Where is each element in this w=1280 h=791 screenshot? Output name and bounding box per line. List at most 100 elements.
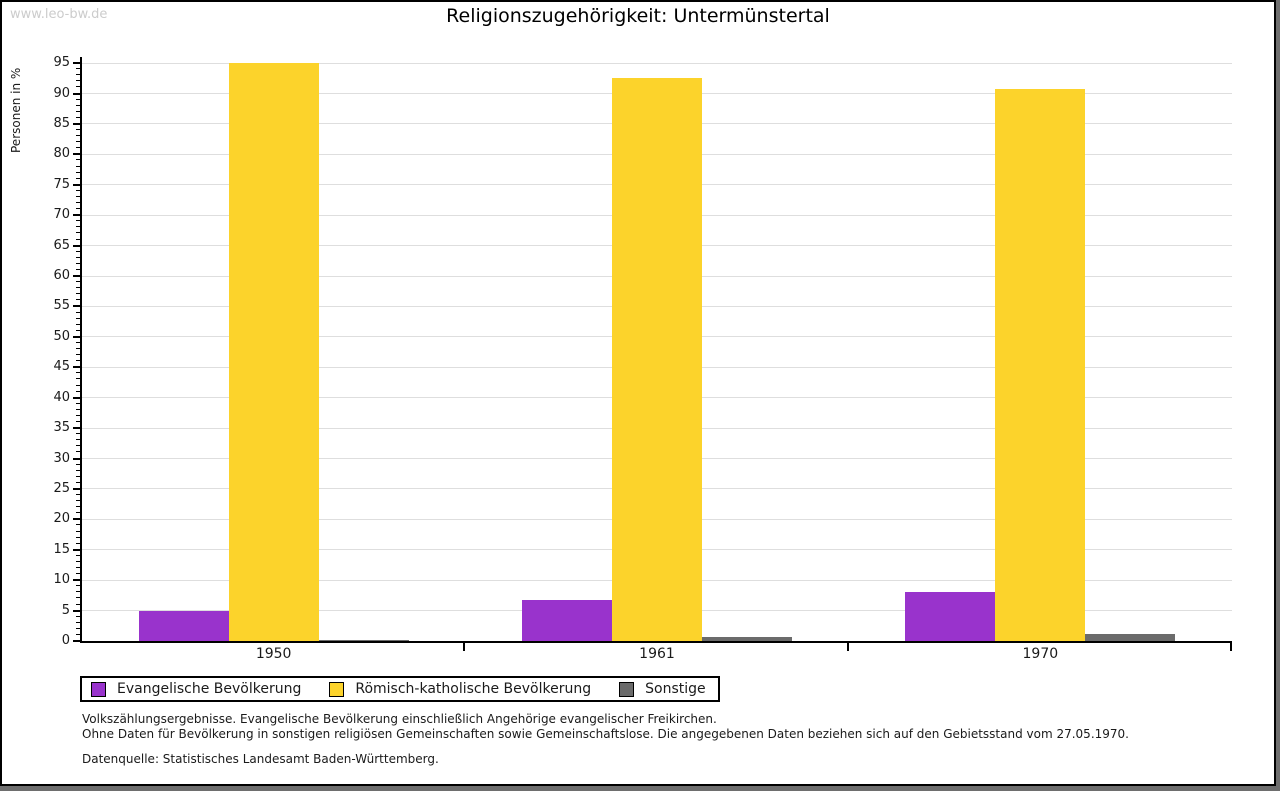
y-axis-minor-tick: [76, 439, 80, 441]
y-axis-minor-tick: [76, 591, 80, 593]
y-axis-tick-label: 0: [61, 633, 70, 648]
y-axis-minor-tick: [76, 250, 80, 252]
y-axis-tick-label: 15: [53, 541, 70, 557]
y-axis-minor-tick: [76, 165, 80, 167]
legend-item: Römisch-katholische Bevölkerung: [329, 681, 591, 697]
y-axis-minor-tick: [76, 341, 80, 343]
y-axis-tick: [73, 183, 80, 186]
y-axis-minor-tick: [76, 189, 80, 191]
footer-source: Datenquelle: Statistisches Landesamt Bad…: [82, 752, 439, 766]
y-axis-minor-tick: [76, 542, 80, 544]
plot-area: 0 5 10 15 20 25 30 35 40 45 50 55 60 65 70 75 80 85 90 95 19…: [53, 55, 1232, 662]
y-axis-minor-tick: [76, 238, 80, 240]
y-axis-tick: [73, 275, 80, 277]
footer-note-line: Volkszählungsergebnisse. Evangelische Be…: [82, 712, 717, 726]
y-axis-tick: [73, 122, 80, 125]
y-axis-tick-label: 55: [53, 298, 70, 314]
y-axis-minor-tick: [76, 208, 80, 210]
y-axis-tick-label: 90: [53, 85, 70, 101]
y-axis-tick-label: 5: [61, 602, 70, 618]
y-axis-minor-tick: [76, 287, 80, 289]
y-axis-minor-tick: [76, 110, 80, 112]
y-axis-tick: [73, 609, 80, 612]
x-axis-section-tick: [846, 643, 849, 651]
y-axis-tick-label: 40: [53, 389, 70, 405]
y-axis-minor-tick: [76, 445, 80, 447]
y-axis-minor-tick: [76, 141, 80, 143]
y-axis-tick: [73, 518, 80, 521]
y-axis-tick: [73, 396, 80, 399]
y-axis-minor-tick: [76, 585, 80, 587]
y-axis-minor-tick: [76, 147, 80, 149]
y-axis-tick: [73, 62, 80, 65]
y-axis-minor-tick: [76, 603, 80, 605]
bar-1970-evangelisch: [905, 591, 996, 641]
y-axis-minor-tick: [76, 220, 80, 222]
y-axis-tick: [73, 487, 80, 490]
y-axis-minor-tick: [76, 68, 80, 70]
y-axis-minor-tick: [76, 268, 80, 270]
gridline: [82, 62, 1232, 64]
y-axis-minor-tick: [76, 402, 80, 404]
bar-1970-katholisch: [995, 89, 1086, 641]
y-axis-tick: [73, 335, 80, 338]
y-axis-minor-tick: [76, 573, 80, 575]
y-axis-minor-tick: [76, 475, 80, 477]
y-axis-minor-tick: [76, 451, 80, 453]
y-axis-minor-tick: [76, 256, 80, 258]
y-axis-minor-tick: [76, 104, 80, 106]
legend-label: Evangelische Bevölkerung: [117, 681, 302, 697]
y-axis-minor-tick: [76, 116, 80, 118]
legend-swatch: [91, 681, 106, 697]
y-axis-minor-tick: [76, 293, 80, 295]
y-axis-tick: [73, 366, 80, 369]
y-axis-minor-tick: [76, 469, 80, 471]
legend-item: Sonstige: [619, 681, 706, 697]
y-axis-tick: [73, 640, 80, 642]
y-axis-minor-tick: [76, 195, 80, 197]
y-axis-tick-label: 85: [53, 115, 70, 131]
legend: Evangelische Bevölkerung Römisch-katholis…: [80, 676, 720, 702]
y-axis-minor-tick: [76, 524, 80, 526]
y-axis-tick: [73, 244, 80, 247]
y-axis-minor-tick: [76, 323, 80, 325]
x-category-label: 1950: [255, 646, 292, 662]
legend-swatch: [329, 681, 345, 697]
y-axis-minor-tick: [76, 372, 80, 374]
legend-label: Römisch-katholische Bevölkerung: [355, 681, 592, 697]
y-axis-minor-tick: [76, 98, 80, 100]
y-axis-tick: [73, 427, 80, 430]
y-axis-minor-tick: [76, 627, 80, 629]
bar-1961-katholisch: [612, 78, 702, 641]
y-axis-minor-tick: [76, 384, 80, 386]
y-axis-tick-label: 80: [53, 146, 70, 162]
y-axis-tick: [73, 92, 80, 95]
watermark: www.leo-bw.de: [10, 7, 108, 22]
y-axis-minor-tick: [76, 408, 80, 410]
y-axis-tick-label: 70: [53, 207, 70, 223]
y-axis-minor-tick: [76, 506, 80, 508]
y-axis-tick-label: 65: [53, 237, 70, 253]
y-axis-tick-label: 10: [53, 572, 70, 588]
y-axis-minor-tick: [76, 421, 80, 422]
y-axis-minor-tick: [76, 202, 80, 203]
y-axis-tick: [73, 153, 80, 156]
y-axis-minor-tick: [76, 414, 80, 416]
y-axis-minor-tick: [76, 633, 80, 635]
y-axis-minor-tick: [76, 512, 80, 514]
chart-title: Religionszugehörigkeit: Untermünstertal: [446, 5, 830, 27]
y-axis-minor-tick: [76, 74, 80, 76]
y-axis-minor-tick: [76, 560, 80, 562]
y-axis-title: Personen in %: [9, 67, 23, 153]
y-axis-tick-label: 75: [53, 176, 70, 192]
y-axis-minor-tick: [76, 463, 80, 465]
y-axis-tick-label: 95: [53, 55, 70, 71]
y-axis-minor-tick: [76, 597, 80, 599]
y-axis-minor-tick: [76, 135, 80, 137]
y-axis-minor-tick: [76, 530, 80, 532]
legend-label: Sonstige: [645, 681, 706, 697]
y-axis-tick: [73, 457, 80, 460]
y-axis-minor-tick: [76, 329, 80, 331]
y-axis-minor-tick: [76, 80, 80, 82]
